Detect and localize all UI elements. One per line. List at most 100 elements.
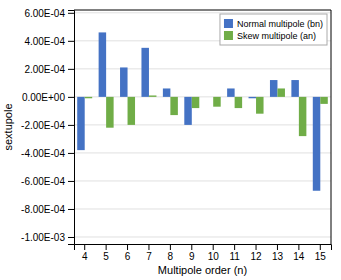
bar — [141, 48, 148, 97]
x-tick-label: 7 — [146, 251, 152, 262]
x-tick-label: 10 — [208, 251, 220, 262]
legend-item: Normal multipole (bn) — [224, 19, 323, 29]
bar — [213, 97, 220, 107]
legend-box — [220, 14, 327, 45]
y-tick-label: -1.00E-03 — [21, 232, 65, 243]
legend: Normal multipole (bn) Skew multipole (an) — [220, 14, 327, 45]
bar — [235, 97, 242, 108]
grid-line — [74, 68, 331, 69]
x-axis: 456789101112131415 — [75, 244, 332, 262]
y-tick-label: 6.00E-04 — [24, 8, 65, 19]
x-tick: 6 — [125, 244, 131, 262]
y-tick-label: 0.00E+00 — [22, 92, 66, 103]
series — [77, 32, 320, 190]
x-tick-label: 14 — [293, 251, 305, 262]
x-tick-mark — [256, 244, 257, 250]
grid-line — [74, 152, 331, 153]
bar — [270, 80, 277, 97]
x-tick: 15 — [315, 244, 327, 262]
legend-swatch — [224, 31, 233, 40]
x-tick-mark — [234, 244, 235, 250]
x-tick: 14 — [293, 244, 305, 262]
y-tick-mark — [68, 97, 74, 98]
y-tick-label: -8.00E-04 — [21, 204, 65, 215]
grid-line — [74, 12, 331, 13]
x-tick-label: 11 — [229, 251, 240, 262]
series — [85, 88, 328, 136]
y-axis: -1.00E-03 -8.00E-04 -6.00E-04 -4.00E-04 -2.0… — [21, 8, 74, 245]
bar — [120, 67, 127, 96]
bar — [163, 88, 170, 96]
x-tick-label: 9 — [189, 251, 195, 262]
x-axis-title: Multipole order (n) — [158, 264, 247, 276]
x-tick: 11 — [229, 244, 240, 262]
y-tick-label: -2.00E-04 — [21, 120, 65, 131]
chart: 456789101112131415-1.00E-03-8.00E-04-6.0… — [0, 0, 341, 280]
grid — [74, 13, 331, 237]
y-tick-mark — [68, 209, 74, 210]
bar — [184, 97, 191, 125]
bar — [85, 97, 92, 98]
x-tick: 4 — [82, 244, 88, 262]
legend-label: Normal multipole (bn) — [237, 19, 323, 29]
x-tick: 9 — [189, 244, 195, 262]
x-tick: 5 — [103, 244, 109, 262]
frame-top — [74, 10, 331, 11]
bar — [320, 97, 327, 104]
x-tick-label: 15 — [315, 251, 327, 262]
x-tick: 8 — [168, 244, 174, 262]
bar — [192, 97, 199, 108]
x-tick: 10 — [208, 244, 220, 262]
y-tick: 4.00E-04 — [24, 36, 74, 47]
x-tick-mark — [298, 244, 299, 250]
bar — [170, 97, 177, 115]
y-tick: 6.00E-04 — [24, 8, 74, 19]
bar — [299, 97, 306, 136]
bar — [106, 97, 113, 128]
y-tick: 2.00E-04 — [24, 64, 74, 75]
y-tick-label: 2.00E-04 — [24, 64, 65, 75]
x-tick-mark — [127, 244, 128, 250]
x-axis-line — [75, 245, 332, 251]
y-tick-mark — [68, 69, 74, 70]
x-tick-label: 13 — [272, 251, 284, 262]
x-tick-mark — [148, 244, 149, 250]
y-tick-label: 4.00E-04 — [24, 36, 65, 47]
x-tick-label: 5 — [103, 251, 109, 262]
bar — [227, 88, 234, 96]
legend-item: Skew multipole (an) — [224, 31, 316, 41]
grid-line — [74, 236, 331, 237]
x-tick-mark — [320, 244, 321, 250]
x-tick: 7 — [146, 244, 152, 262]
y-tick-label: -4.00E-04 — [21, 148, 65, 159]
x-tick-mark — [106, 244, 107, 250]
frame-right — [331, 10, 332, 244]
bar — [313, 97, 320, 191]
legend-swatch — [224, 19, 233, 28]
y-tick-label: -6.00E-04 — [21, 176, 65, 187]
y-tick-mark — [68, 237, 74, 238]
x-tick-mark — [170, 244, 171, 250]
y-tick-mark — [68, 125, 74, 126]
x-tick-mark — [191, 244, 192, 250]
bar — [206, 96, 213, 97]
bar — [249, 97, 256, 98]
y-tick: -1.00E-03 — [21, 232, 74, 243]
x-tick-mark — [213, 244, 214, 250]
grid-line — [74, 180, 331, 181]
x-tick: 13 — [272, 244, 284, 262]
y-tick-mark — [68, 153, 74, 154]
x-tick-label: 4 — [82, 251, 88, 262]
bars — [77, 32, 328, 190]
y-tick: -8.00E-04 — [21, 204, 74, 215]
y-tick-mark — [68, 181, 74, 182]
y-axis-line — [68, 11, 75, 245]
bar — [77, 97, 84, 150]
bar — [291, 80, 298, 97]
plot: 456789101112131415-1.00E-03-8.00E-04-6.0… — [21, 8, 331, 263]
y-tick: -6.00E-04 — [21, 176, 74, 187]
x-tick-label: 8 — [168, 251, 174, 262]
grid-line — [74, 208, 331, 209]
y-tick-mark — [68, 13, 74, 14]
y-tick-mark — [68, 41, 74, 42]
